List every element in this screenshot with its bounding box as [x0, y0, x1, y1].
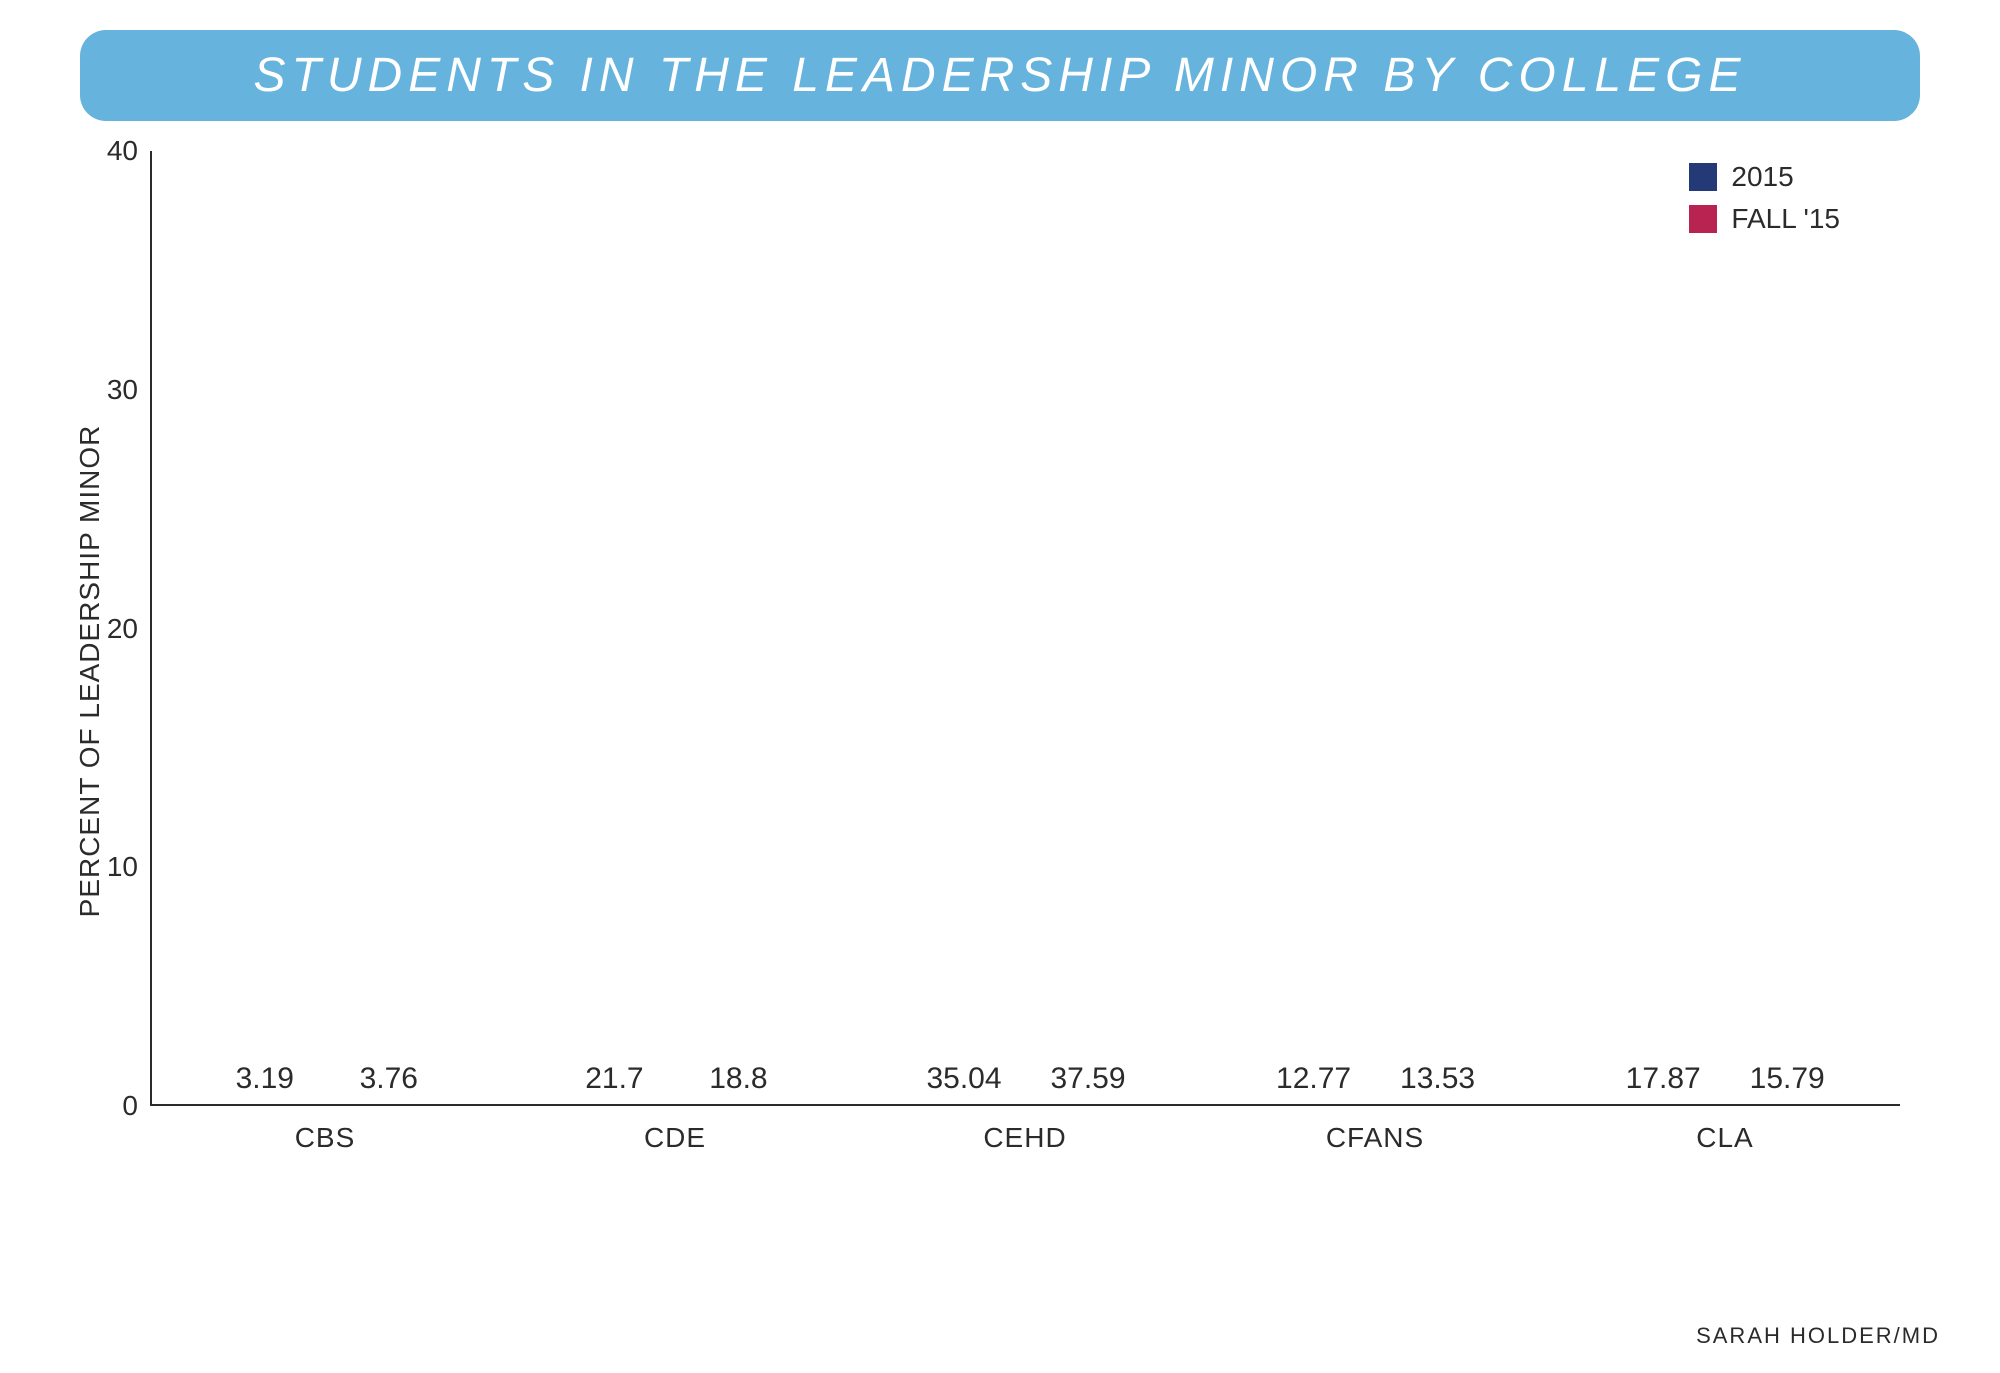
y-tick: 40 — [58, 135, 138, 167]
bar-value-label: 17.87 — [1626, 1062, 1701, 1096]
bars-region: 3.19 3.76 21.7 18.8 35.04 37.59 12.77 13.53 17.8… — [150, 151, 1900, 1106]
x-tick-label: CDE — [500, 1106, 850, 1191]
y-axis-label: PERCENT OF LEADERSHIP MINOR — [74, 425, 106, 918]
bar-value-label: 3.19 — [236, 1062, 294, 1096]
credit-line: SARAH HOLDER/MD — [1696, 1323, 1940, 1349]
bar-value-label: 15.79 — [1750, 1062, 1825, 1096]
chart-title-banner: STUDENTS IN THE LEADERSHIP MINOR BY COLL… — [80, 30, 1920, 121]
y-tick: 30 — [58, 374, 138, 406]
x-tick-label: CFANS — [1200, 1106, 1550, 1191]
x-tick-label: CEHD — [850, 1106, 1200, 1191]
x-tick-label: CLA — [1550, 1106, 1900, 1191]
bar-value-label: 37.59 — [1050, 1062, 1125, 1096]
bar-value-label: 12.77 — [1276, 1062, 1351, 1096]
chart-container: STUDENTS IN THE LEADERSHIP MINOR BY COLL… — [60, 30, 1940, 1191]
x-axis-labels: CBSCDECEHDCFANSCLA — [150, 1106, 1900, 1191]
bar-value-label: 13.53 — [1400, 1062, 1475, 1096]
plot-area: 2015 FALL '15 010203040 PERCENT OF LEADE… — [150, 151, 1900, 1191]
bar-value-label: 21.7 — [585, 1062, 643, 1096]
y-tick: 0 — [58, 1090, 138, 1122]
bar-value-label: 18.8 — [709, 1062, 767, 1096]
bar-value-label: 35.04 — [926, 1062, 1001, 1096]
bar-value-label: 3.76 — [360, 1062, 418, 1096]
x-tick-label: CBS — [150, 1106, 500, 1191]
